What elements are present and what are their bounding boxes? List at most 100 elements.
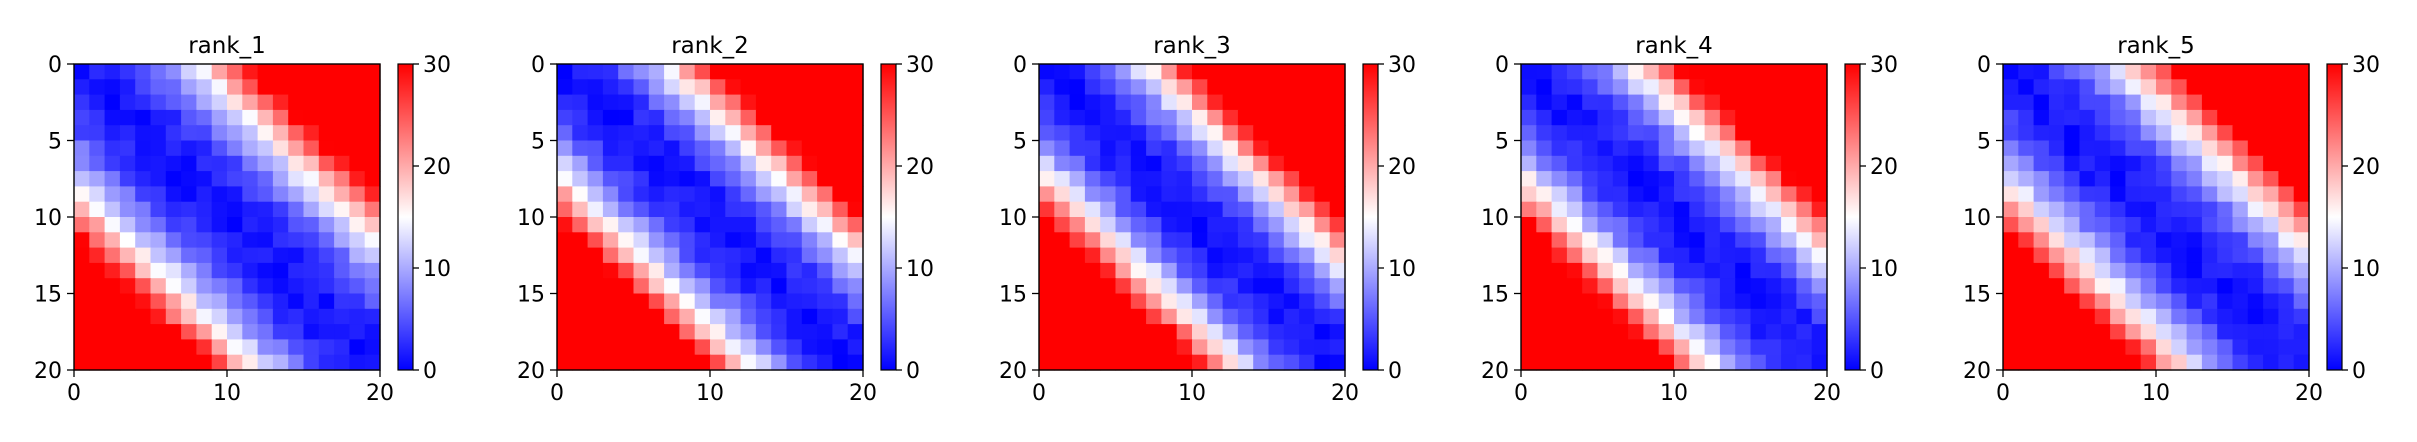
heatmap-cell xyxy=(1237,171,1254,187)
heatmap-cell xyxy=(648,171,665,187)
heatmap-cell xyxy=(1704,79,1721,96)
heatmap-cell xyxy=(2094,109,2111,126)
heatmap-cell xyxy=(633,308,650,325)
heatmap-cell xyxy=(1612,94,1629,111)
heatmap-cell xyxy=(1161,109,1178,126)
heatmap-cell xyxy=(633,155,650,172)
heatmap-cell xyxy=(1674,186,1690,203)
heatmap-cell xyxy=(587,94,604,111)
y-tick-label: 20 xyxy=(1963,359,1991,384)
heatmap-cell xyxy=(2140,109,2157,126)
heatmap-cell xyxy=(602,186,619,203)
heatmap-cell xyxy=(2003,186,2019,203)
heatmap-cell xyxy=(1176,155,1193,172)
heatmap-cell xyxy=(364,339,381,356)
heatmap-cell xyxy=(1130,324,1147,340)
heatmap-cell xyxy=(334,262,350,279)
y-tick-label: 10 xyxy=(1481,206,1509,231)
heatmap-cell xyxy=(104,308,121,325)
heatmap-cell xyxy=(349,339,366,356)
heatmap-cell xyxy=(2140,324,2157,340)
heatmap-cell xyxy=(334,232,350,249)
heatmap-cell xyxy=(1192,155,1208,172)
heatmap-cell xyxy=(74,140,90,157)
heatmap-cell xyxy=(679,94,696,111)
heatmap-cell xyxy=(1253,109,1270,126)
heatmap-cell xyxy=(364,217,381,233)
y-tick-label: 20 xyxy=(999,359,1027,384)
heatmap-cell xyxy=(1643,293,1660,310)
heatmap-cell xyxy=(2048,262,2065,279)
heatmap-cell xyxy=(2186,94,2203,111)
heatmap-cell xyxy=(633,278,650,295)
heatmap-cell xyxy=(181,232,197,249)
heatmap-cell xyxy=(2018,140,2035,157)
heatmap-cell xyxy=(2217,354,2234,371)
heatmap-cell xyxy=(242,109,259,126)
heatmap-cell xyxy=(2232,186,2249,203)
heatmap-cell xyxy=(1100,140,1117,157)
heatmap-cell xyxy=(557,64,573,80)
heatmap-cell xyxy=(1237,293,1254,310)
heatmap-cell xyxy=(2110,217,2126,233)
heatmap-cell xyxy=(1536,201,1553,218)
heatmap-cell xyxy=(1054,278,1071,295)
heatmap-cell xyxy=(1536,140,1553,157)
heatmap-cell xyxy=(1735,232,1752,249)
heatmap-cell xyxy=(2048,354,2065,371)
heatmap-cell xyxy=(771,308,788,325)
heatmap-cell xyxy=(664,94,680,111)
heatmap-cell xyxy=(832,94,849,111)
heatmap-cell xyxy=(272,217,289,233)
heatmap-cell xyxy=(2018,201,2035,218)
heatmap-cell xyxy=(2110,247,2126,264)
heatmap-cell xyxy=(2171,217,2188,233)
heatmap-cell xyxy=(272,140,289,157)
heatmap-cell xyxy=(2064,324,2081,340)
heatmap-cell xyxy=(740,232,757,249)
heatmap-cell xyxy=(2048,217,2065,233)
heatmap-cell xyxy=(1115,94,1132,111)
heatmap-cell xyxy=(1643,155,1660,172)
heatmap-cell xyxy=(786,79,803,96)
heatmap-cell xyxy=(1765,64,1782,80)
heatmap-cell xyxy=(557,79,573,96)
heatmap-cell xyxy=(710,155,726,172)
heatmap-cell xyxy=(2110,94,2126,111)
heatmap-cell xyxy=(771,232,788,249)
colorbar-tick-label: 10 xyxy=(1870,257,1898,282)
heatmap-cell xyxy=(633,339,650,356)
heatmap-cell xyxy=(1704,354,1721,371)
heatmap-cell xyxy=(1222,262,1239,279)
x-tick-label: 0 xyxy=(1032,381,1046,406)
heatmap-cell xyxy=(1612,262,1629,279)
heatmap-cell xyxy=(1674,109,1690,126)
heatmap-cell xyxy=(847,354,864,371)
heatmap-cell xyxy=(1781,109,1797,126)
heatmap-cell xyxy=(135,339,152,356)
heatmap-cell xyxy=(288,109,305,126)
heatmap-cell xyxy=(1811,293,1828,310)
heatmap-cell xyxy=(1582,94,1599,111)
heatmap-cell xyxy=(257,125,274,142)
heatmap-cell xyxy=(648,186,665,203)
heatmap-cell xyxy=(1222,79,1239,96)
heatmap-cell xyxy=(1582,278,1599,295)
heatmap-cell xyxy=(334,324,350,340)
heatmap-cell xyxy=(633,109,650,126)
heatmap-cell xyxy=(196,109,213,126)
heatmap-cell xyxy=(1551,109,1568,126)
heatmap-cell xyxy=(2018,94,2035,111)
heatmap-cell xyxy=(1299,339,1315,356)
heatmap-cell xyxy=(1054,217,1071,233)
heatmap-cell xyxy=(1551,262,1568,279)
heatmap-cell xyxy=(349,217,366,233)
heatmap-cell xyxy=(2033,125,2050,142)
heatmap-cell xyxy=(2140,278,2157,295)
heatmap-cell xyxy=(1039,232,1055,249)
heatmap-cell xyxy=(1735,140,1752,157)
heatmap-cell xyxy=(303,201,320,218)
heatmap-cell xyxy=(2125,79,2142,96)
heatmap-cell xyxy=(1176,171,1193,187)
heatmap-cell xyxy=(710,171,726,187)
